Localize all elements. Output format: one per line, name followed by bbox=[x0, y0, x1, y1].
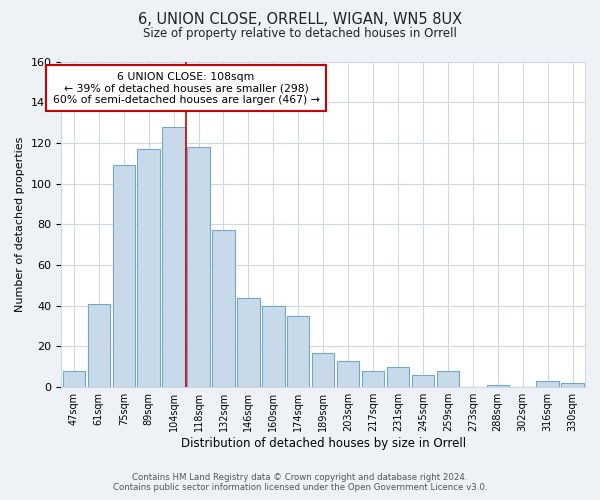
Bar bbox=[237, 298, 260, 387]
Bar bbox=[212, 230, 235, 387]
Text: Contains HM Land Registry data © Crown copyright and database right 2024.
Contai: Contains HM Land Registry data © Crown c… bbox=[113, 473, 487, 492]
Bar bbox=[262, 306, 284, 387]
Y-axis label: Number of detached properties: Number of detached properties bbox=[15, 136, 25, 312]
Bar bbox=[62, 371, 85, 387]
Bar bbox=[312, 352, 334, 387]
Text: 6 UNION CLOSE: 108sqm
← 39% of detached houses are smaller (298)
60% of semi-det: 6 UNION CLOSE: 108sqm ← 39% of detached … bbox=[53, 72, 320, 105]
Bar bbox=[137, 149, 160, 387]
Bar bbox=[287, 316, 310, 387]
Bar bbox=[387, 367, 409, 387]
Bar bbox=[362, 371, 384, 387]
Text: Size of property relative to detached houses in Orrell: Size of property relative to detached ho… bbox=[143, 28, 457, 40]
Text: 6, UNION CLOSE, ORRELL, WIGAN, WN5 8UX: 6, UNION CLOSE, ORRELL, WIGAN, WN5 8UX bbox=[138, 12, 462, 28]
Bar bbox=[412, 375, 434, 387]
Bar bbox=[113, 166, 135, 387]
Bar bbox=[536, 381, 559, 387]
Bar bbox=[187, 147, 210, 387]
Bar bbox=[88, 304, 110, 387]
Bar bbox=[437, 371, 459, 387]
Bar bbox=[562, 383, 584, 387]
X-axis label: Distribution of detached houses by size in Orrell: Distribution of detached houses by size … bbox=[181, 437, 466, 450]
Bar bbox=[487, 385, 509, 387]
Bar bbox=[337, 360, 359, 387]
Bar bbox=[163, 126, 185, 387]
